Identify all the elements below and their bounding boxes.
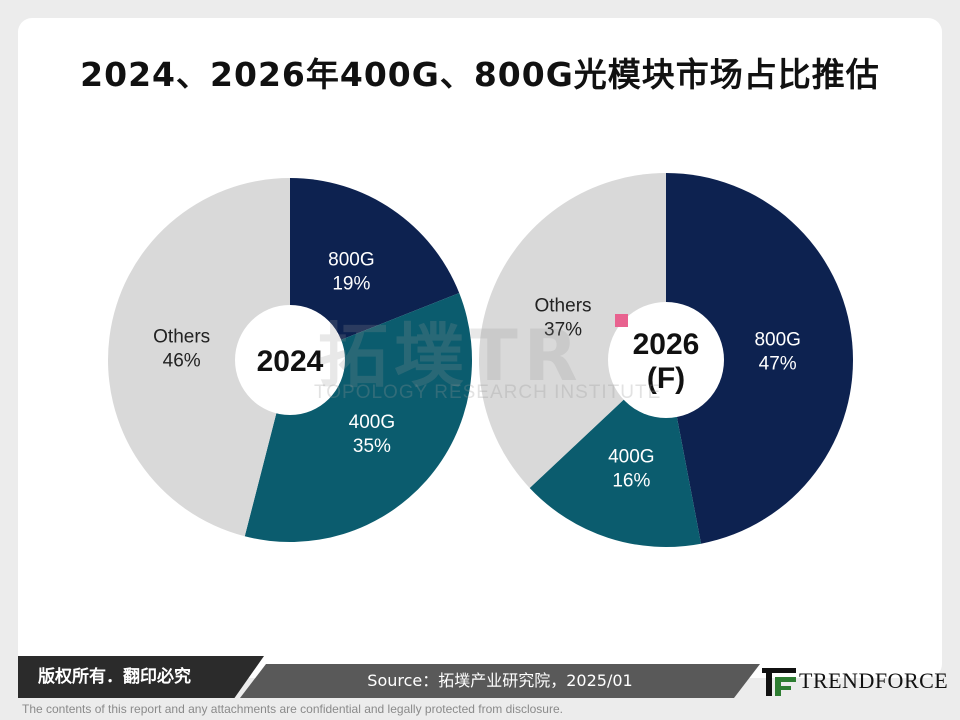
trendforce-logo: TRENDFORCE [762,664,948,698]
slice-value-others: 37% [544,319,582,340]
slice-800g [290,178,460,360]
slice-value-400g: 35% [353,436,391,457]
center-label: (F) [647,362,685,395]
source-text: Source：拓墣产业研究院，2025/01 [367,671,633,690]
center-hole [235,305,345,415]
center-label: 2026 [633,328,700,361]
pie-chart-1: 800G 47% 400G 16% Others 37% 2026(F) [479,172,854,547]
trendforce-logo-icon [762,668,796,696]
trendforce-wordmark: TRENDFORCE [799,668,949,693]
disclaimer-text: The contents of this report and any atta… [22,702,563,716]
slice-value-800g: 47% [759,353,797,374]
slice-label-others: Others [153,326,210,347]
slice-label-800g: 800G [754,329,800,350]
copyright-notice: 版权所有．翻印必究 [18,656,264,698]
source-bar [240,664,760,698]
slice-others [107,178,290,537]
slice-value-400g: 16% [612,471,650,492]
slice-label-800g: 800G [328,250,374,271]
slice-label-others: Others [535,295,592,316]
chart-title: 2024、2026年400G、800G光模块市场占比推估 [80,55,880,94]
slice-others [479,173,666,489]
pie-chart-0: 800G 19% 400G 35% Others 46% 2024 [107,178,473,542]
slice-800g [666,172,854,544]
slice-value-800g: 19% [332,274,370,295]
center-hole [608,302,724,418]
slice-label-400g: 400G [608,447,654,468]
slice-value-others: 46% [163,350,201,371]
center-label: 2024 [257,345,324,378]
slice-label-400g: 400G [349,412,395,433]
slice-400g [244,293,473,542]
